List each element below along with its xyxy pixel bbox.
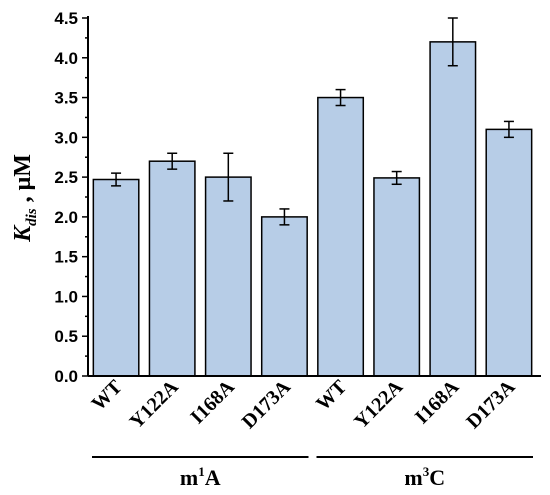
category-label: I168A (411, 376, 464, 429)
y-tick-label: 0.0 (54, 367, 78, 386)
y-tick-label: 2.0 (54, 208, 78, 227)
bar-5 (373, 177, 421, 377)
error-bar-6 (447, 17, 458, 67)
error-bars (111, 17, 514, 226)
error-bar-3 (279, 208, 290, 226)
y-tick-label: 3.5 (54, 89, 78, 108)
plot-frame (87, 16, 541, 377)
y-tick-label: 1.0 (54, 287, 78, 306)
error-bar-1 (167, 152, 178, 170)
category-label: WT (87, 376, 127, 416)
y-tick-label: 3.0 (54, 128, 78, 147)
y-tick-label: 1.5 (54, 248, 78, 267)
error-bar-0 (111, 172, 122, 187)
error-bar-4 (335, 88, 346, 107)
category-label: WT (312, 376, 352, 416)
bars (92, 41, 533, 377)
group-labels: m1A m3C (92, 456, 533, 490)
y-axis-ticks: 0.0 0.5 1.0 1.5 2.0 2.5 3.0 3.5 4.0 4.5 (54, 9, 88, 386)
y-tick-label: 2.5 (54, 168, 78, 187)
y-axis-title: Kdis , μM (10, 154, 40, 243)
y-tick-label: 4.5 (54, 9, 78, 28)
error-bar-7 (503, 120, 514, 139)
category-label: D173A (238, 376, 296, 434)
group-label: m1A (180, 464, 221, 490)
bar-2 (204, 176, 252, 377)
bar-1 (148, 160, 196, 377)
bar-7 (485, 128, 533, 377)
y-tick-label: 4.0 (54, 49, 78, 68)
category-label: D173A (462, 376, 520, 434)
y-axis-label: Kdis , μM (10, 154, 40, 243)
bar-6 (429, 41, 477, 377)
error-bar-5 (391, 170, 402, 186)
bar-0 (92, 178, 140, 377)
bar-4 (317, 96, 365, 377)
bar-3 (260, 216, 308, 377)
group-label: m3C (404, 464, 445, 490)
category-label: Y122A (350, 376, 408, 434)
y-tick-label: 0.5 (54, 327, 78, 346)
category-label: Y122A (126, 376, 184, 434)
error-bar-2 (223, 152, 234, 202)
category-label: I168A (186, 376, 239, 429)
